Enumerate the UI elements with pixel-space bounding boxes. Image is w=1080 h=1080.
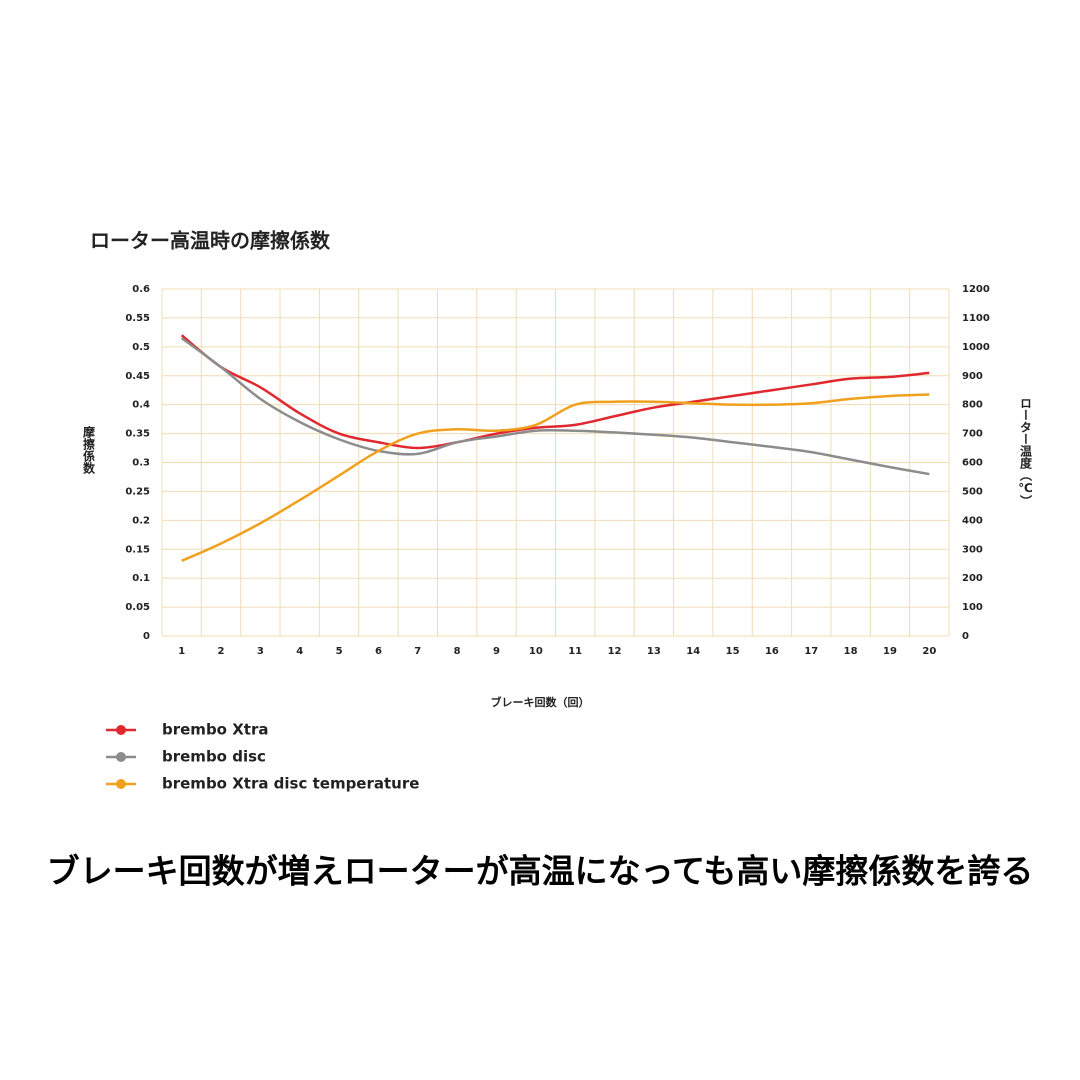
x-tick-label: 11: [568, 646, 582, 657]
x-tick-label: 20: [922, 646, 936, 657]
legend-label: brembo Xtra disc temperature: [162, 775, 419, 793]
series-line: [181, 393, 930, 562]
y-axis-label: 摩擦係数: [82, 425, 96, 475]
y2-tick-label: 600: [962, 458, 983, 469]
x-tick-label: 7: [414, 646, 421, 657]
x-tick-label: 19: [883, 646, 897, 657]
y-tick-label: 0.1: [132, 573, 150, 584]
y-tick-label: 0.5: [132, 342, 150, 353]
x-tick-label: 3: [257, 646, 264, 657]
y2-tick-label: 0: [962, 631, 969, 642]
legend-label: brembo Xtra: [162, 721, 268, 739]
x-tick-label: 14: [686, 646, 700, 657]
y-tick-label: 0: [143, 631, 150, 642]
y2-tick-label: 1000: [962, 342, 990, 353]
x-tick-label: 13: [647, 646, 661, 657]
legend-marker: [116, 752, 126, 762]
y-tick-label: 0.4: [132, 400, 150, 411]
y2-tick-label: 300: [962, 544, 983, 555]
series-line: [180, 337, 930, 476]
caption: ブレーキ回数が増えローターが高温になっても高い摩擦係数を誇る: [47, 852, 1034, 891]
x-axis-label: ブレーキ回数（回）: [491, 695, 590, 709]
x-tick-label: 1: [178, 646, 185, 657]
y2-tick-label: 700: [962, 429, 983, 440]
y-tick-label: 0.55: [125, 313, 150, 324]
y2-tick-label: 1200: [962, 284, 990, 295]
y2-tick-label: 800: [962, 400, 983, 411]
x-tick-label: 4: [296, 646, 303, 657]
x-tick-label: 12: [608, 646, 622, 657]
x-tick-label: 16: [765, 646, 779, 657]
y-tick-label: 0.25: [125, 486, 150, 497]
y2-tick-label: 100: [962, 602, 983, 613]
legend-label: brembo disc: [162, 748, 266, 766]
y-tick-label: 0.05: [125, 602, 150, 613]
y-tick-label: 0.3: [132, 458, 150, 469]
legend-marker: [116, 725, 126, 735]
y2-tick-label: 900: [962, 371, 983, 382]
x-tick-label: 8: [454, 646, 461, 657]
x-tick-label: 10: [529, 646, 543, 657]
y-tick-label: 0.45: [125, 371, 150, 382]
y-tick-label: 0.35: [125, 429, 150, 440]
series-line: [180, 334, 930, 450]
y-tick-label: 0.6: [132, 284, 150, 295]
y-tick-label: 0.15: [125, 544, 150, 555]
legend-marker: [116, 779, 126, 789]
x-tick-label: 9: [493, 646, 500, 657]
y2-tick-label: 500: [962, 486, 983, 497]
y2-tick-label: 200: [962, 573, 983, 584]
y2-axis-label: ローター温度（℃）: [1019, 397, 1033, 507]
chart-title: ローター高温時の摩擦係数: [90, 229, 331, 253]
y2-tick-label: 400: [962, 515, 983, 526]
y2-tick-label: 1100: [962, 313, 990, 324]
x-tick-label: 2: [218, 646, 225, 657]
x-tick-label: 6: [375, 646, 382, 657]
x-tick-label: 5: [336, 646, 343, 657]
x-tick-label: 15: [726, 646, 740, 657]
x-tick-label: 18: [844, 646, 858, 657]
x-tick-label: 17: [804, 646, 818, 657]
y-tick-label: 0.2: [132, 515, 150, 526]
